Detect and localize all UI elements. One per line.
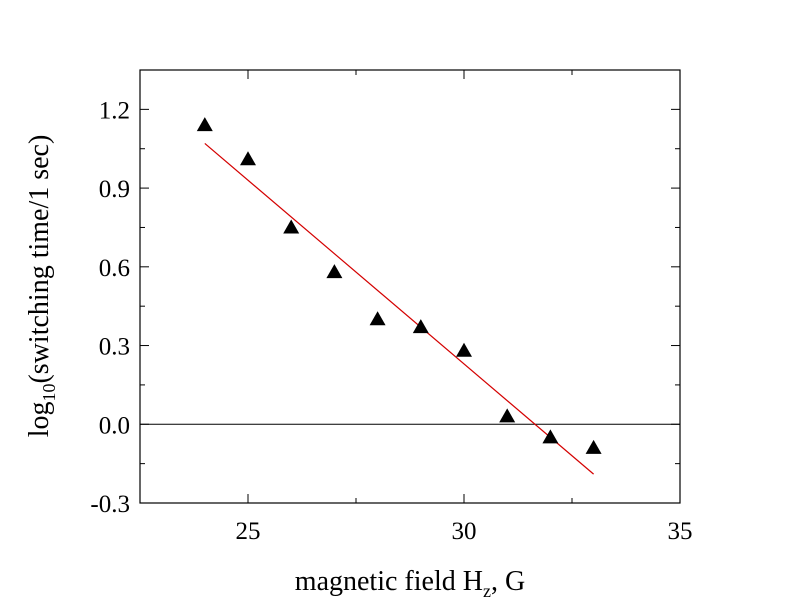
data-point-triangle bbox=[542, 429, 559, 444]
linear-fit-line bbox=[204, 143, 594, 475]
x-tick-label: 30 bbox=[452, 518, 477, 545]
plot-frame bbox=[139, 69, 681, 504]
data-point-triangle bbox=[196, 117, 213, 132]
x-tick-label: 25 bbox=[236, 518, 261, 545]
data-point-triangle bbox=[283, 219, 300, 234]
y-tick-label: 0.6 bbox=[99, 255, 130, 282]
y-tick-label: 0.3 bbox=[99, 334, 130, 361]
data-point-triangle bbox=[369, 311, 386, 326]
x-axis-title: magnetic field Hz, G bbox=[295, 566, 525, 601]
data-markers bbox=[196, 117, 602, 454]
data-point-triangle bbox=[499, 408, 516, 423]
data-point-triangle bbox=[456, 342, 472, 357]
data-point-triangle bbox=[326, 264, 343, 279]
x-tick-label: 35 bbox=[668, 518, 693, 545]
data-point-triangle bbox=[240, 151, 256, 166]
y-tick-label: 0.0 bbox=[99, 412, 130, 439]
y-tick-label: -0.3 bbox=[90, 491, 130, 518]
y-axis-title: log10(switching time/1 sec) bbox=[24, 135, 59, 438]
y-tick-label: 1.2 bbox=[99, 97, 130, 124]
tick-labels: 25 30 35 -0.3 0.0 0.3 0.6 0.9 1.2 bbox=[90, 97, 692, 545]
data-point-triangle bbox=[585, 439, 602, 454]
y-tick-label: 0.9 bbox=[99, 176, 130, 203]
data-point-triangle bbox=[412, 319, 429, 334]
axis-ticks bbox=[139, 70, 681, 504]
